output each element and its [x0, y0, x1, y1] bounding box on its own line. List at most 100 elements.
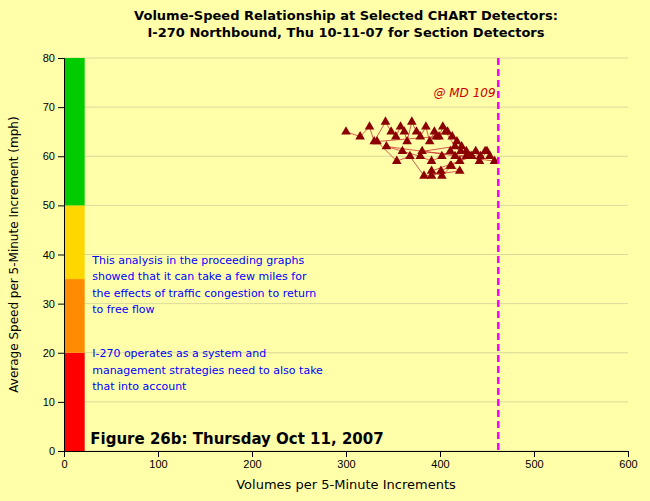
x-axis-line: [65, 452, 629, 458]
text-line: I-270 operates as a system and: [92, 347, 266, 360]
scatter-point: [436, 165, 446, 173]
scatter-point: [386, 126, 396, 134]
y-tick-label: 20: [43, 347, 55, 359]
y-tick-mark: [58, 255, 64, 256]
y-tick: 40: [43, 249, 64, 261]
y-tick-mark: [58, 353, 64, 354]
scatter-point: [382, 141, 392, 149]
scatter-point: [381, 116, 391, 124]
text-line: to free flow: [92, 303, 154, 316]
plot-area: 010020030040050060001020304050607080This…: [43, 52, 638, 470]
x-tick-label: 0: [61, 458, 67, 470]
x-tick: 100: [149, 451, 167, 470]
y-tick: 0: [49, 445, 64, 457]
x-tick: 0: [61, 451, 67, 470]
x-axis: 0100200300400500600: [61, 451, 637, 470]
scatter-point: [427, 156, 437, 164]
scatter-point: [417, 146, 427, 154]
scatter-point: [372, 136, 382, 144]
x-tick-mark: [534, 451, 535, 457]
x-tick-label: 500: [525, 458, 543, 470]
y-tick-mark: [58, 107, 64, 108]
vertical-line: [497, 58, 500, 451]
scatter-point: [415, 131, 425, 139]
grid-line: [64, 58, 628, 59]
y-tick-label: 80: [43, 52, 55, 64]
text-line: This analysis in the proceeding graphs: [91, 254, 304, 267]
annotation: @ MD 109: [433, 86, 495, 100]
note: I-270 operates as a system and management…: [92, 347, 323, 393]
y-tick-label: 30: [43, 298, 55, 310]
speed-zone: [64, 58, 85, 205]
y-tick: 20: [43, 347, 64, 359]
y-tick-label: 60: [43, 150, 55, 162]
x-tick: 500: [525, 451, 543, 470]
text-line: Figure 26b: Thursday Oct 11, 2007: [90, 430, 383, 448]
scatter-point: [431, 131, 441, 139]
y-tick-label: 70: [43, 101, 55, 113]
text-line: management strategies need to also take: [92, 364, 323, 377]
x-axis-title: Volumes per 5-Minute Increments: [236, 477, 456, 492]
scatter-point: [391, 131, 401, 139]
y-tick-mark: [58, 156, 64, 157]
text-line: I-270 Northbound, Thu 10-11-07 for Secti…: [147, 25, 544, 40]
scatter-point: [437, 151, 447, 159]
grid-line: [64, 205, 628, 206]
y-axis-line: [58, 59, 65, 452]
y-tick-mark: [58, 58, 64, 59]
scatter-point: [419, 170, 429, 178]
scatter-point: [441, 126, 451, 134]
text-line: @ MD 109: [433, 86, 495, 100]
x-tick: 400: [431, 451, 449, 470]
note: This analysis in the proceeding graphs sh…: [91, 254, 316, 317]
grid-line: [64, 156, 628, 157]
background: [0, 0, 650, 501]
x-tick-label: 200: [243, 458, 261, 470]
y-tick: 30: [43, 298, 64, 310]
speed-zone: [64, 279, 85, 353]
scatter-point: [355, 131, 365, 139]
scatter-point: [365, 121, 375, 129]
scatter-point: [398, 146, 408, 154]
scatter-point: [392, 156, 402, 164]
y-tick: 60: [43, 150, 64, 162]
connecting-line: [346, 122, 495, 176]
x-tick: 600: [619, 451, 637, 470]
y-tick-mark: [58, 402, 64, 403]
x-tick-mark: [440, 451, 441, 457]
scatter-point: [402, 136, 412, 144]
scatter-point: [341, 126, 351, 134]
speed-zone: [64, 353, 85, 451]
chart-container: 010020030040050060001020304050607080This…: [0, 0, 650, 501]
x-tick-mark: [158, 451, 159, 457]
x-tick-mark: [346, 451, 347, 457]
x-tick-label: 400: [431, 458, 449, 470]
y-axis-title: Average Speed per 5-Minute Increment (mp…: [7, 116, 21, 392]
y-tick: 10: [43, 396, 64, 408]
text-line: showed that it can take a few miles for: [92, 270, 307, 283]
y-tick-mark: [58, 205, 64, 206]
y-tick-label: 10: [43, 396, 55, 408]
scatter-point: [455, 156, 465, 164]
marks: [64, 58, 499, 451]
y-tick-mark: [58, 451, 64, 452]
y-tick: 80: [43, 52, 64, 64]
scatter-point: [446, 161, 456, 169]
figure-label: Figure 26b: Thursday Oct 11, 2007: [90, 430, 383, 448]
scatter-point: [407, 116, 417, 124]
scatter-point: [421, 121, 431, 129]
text-line: Volume-Speed Relationship at Selected CH…: [134, 8, 558, 23]
scatter-point: [446, 161, 456, 169]
chart-svg: 010020030040050060001020304050607080This…: [0, 0, 650, 501]
x-tick-label: 600: [619, 458, 637, 470]
scatter-point: [450, 141, 460, 149]
title: Volume-Speed Relationship at Selected CH…: [134, 8, 558, 40]
y-grid: [64, 58, 628, 451]
y-tick-label: 0: [49, 445, 55, 457]
y-tick-mark: [58, 304, 64, 305]
y-axis: 0 10 20 30 40 50 60 70 80: [43, 52, 65, 457]
y-tick-label: 50: [43, 199, 55, 211]
scatter-point: [475, 156, 485, 164]
scatter-point: [452, 136, 462, 144]
scatter-point: [405, 151, 415, 159]
